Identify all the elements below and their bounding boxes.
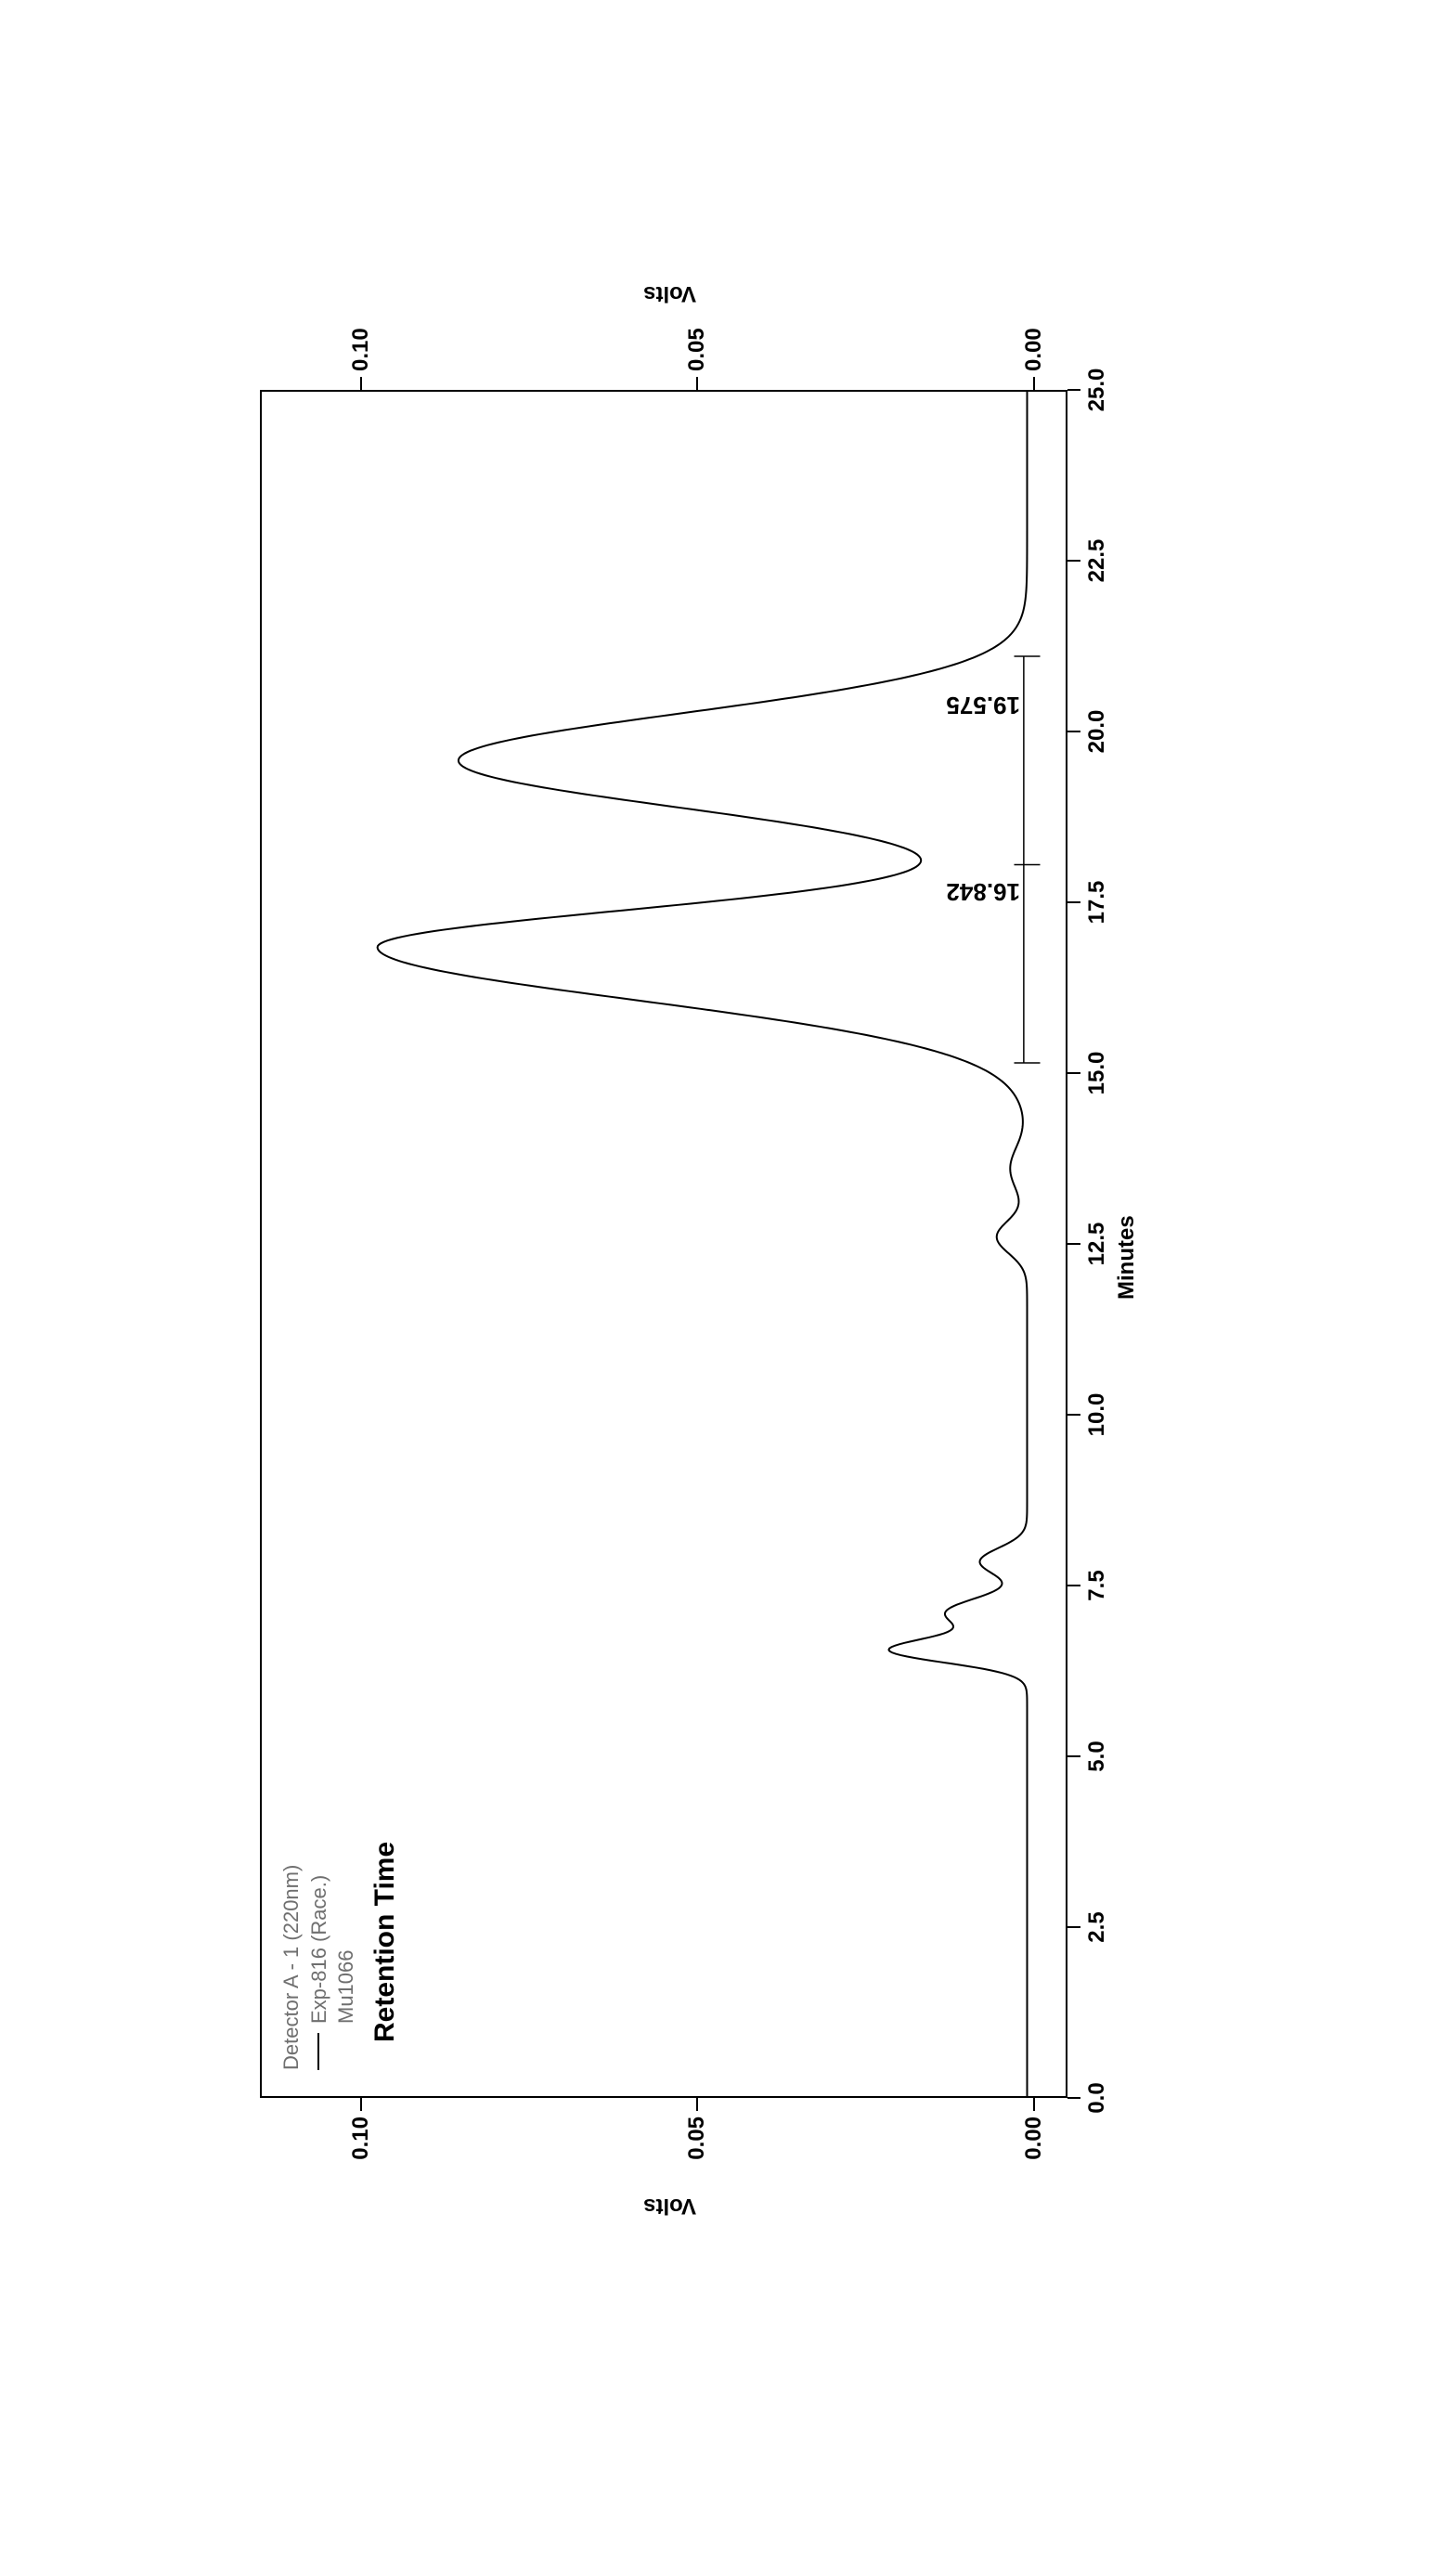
x-axis-label: Minutes [1114, 1215, 1140, 1300]
y-tick-label-right: 0.05 [684, 328, 710, 371]
x-tick [1067, 1414, 1080, 1416]
y-axis-label-right: Volts [643, 280, 696, 306]
x-tick-label: 5.0 [1084, 1741, 1110, 1771]
x-tick-label: 15.0 [1084, 1052, 1110, 1095]
x-tick-label: 22.5 [1084, 539, 1110, 583]
peak-rt-label: 19.575 [946, 691, 1020, 719]
y-tick-left [360, 2098, 362, 2111]
x-tick-label: 25.0 [1084, 369, 1110, 412]
x-tick-label: 10.0 [1084, 1393, 1110, 1437]
y-tick-left [696, 2098, 698, 2111]
y-tick-right [1033, 377, 1035, 390]
y-tick-label-right: 0.10 [348, 328, 374, 371]
legend-sample-text: Exp-816 (Race.) [306, 1875, 332, 2024]
legend-line-swatch [317, 2033, 319, 2070]
x-tick [1067, 1243, 1080, 1245]
legend-detector-row: Detector A - 1 (220nm) [278, 1865, 304, 2070]
x-tick [1067, 2097, 1080, 2099]
x-tick-label: 20.0 [1084, 710, 1110, 754]
peak-rt-label: 16.842 [946, 877, 1020, 906]
y-tick-label-left: 0.10 [348, 2116, 374, 2181]
y-tick-right [360, 377, 362, 390]
x-tick [1067, 731, 1080, 732]
x-tick [1067, 1072, 1080, 1074]
x-tick [1067, 1585, 1080, 1586]
y-tick-label-right: 0.00 [1021, 328, 1047, 371]
x-tick [1067, 1926, 1080, 1928]
legend-sample-row: Exp-816 (Race.) [306, 1865, 332, 2070]
x-tick-label: 0.0 [1084, 2082, 1110, 2113]
legend-detector-text: Detector A - 1 (220nm) [278, 1865, 304, 2070]
legend-box: Detector A - 1 (220nm) Exp-816 (Race.) M… [278, 1865, 359, 2070]
x-tick [1067, 901, 1080, 903]
rotated-figure-wrapper: Minutes Volts Volts Detector A - 1 (220n… [232, 223, 1253, 2265]
legend-title: Retention Time [369, 1842, 401, 2042]
x-tick [1067, 389, 1080, 391]
x-tick-label: 17.5 [1084, 881, 1110, 925]
y-tick-label-left: 0.00 [1021, 2116, 1047, 2181]
x-tick-label: 7.5 [1084, 1570, 1110, 1600]
y-axis-label-left: Volts [643, 2193, 696, 2219]
y-tick-right [696, 377, 698, 390]
x-tick-label: 12.5 [1084, 1223, 1110, 1266]
y-tick-left [1033, 2098, 1035, 2111]
x-tick [1067, 560, 1080, 562]
legend-id-text: Mu1066 [333, 1865, 359, 2024]
x-tick [1067, 1755, 1080, 1757]
x-tick-label: 2.5 [1084, 1911, 1110, 1942]
page: Minutes Volts Volts Detector A - 1 (220n… [0, 0, 1436, 2576]
y-tick-label-left: 0.05 [684, 2116, 710, 2181]
chromatogram-figure: Minutes Volts Volts Detector A - 1 (220n… [232, 223, 1253, 2265]
